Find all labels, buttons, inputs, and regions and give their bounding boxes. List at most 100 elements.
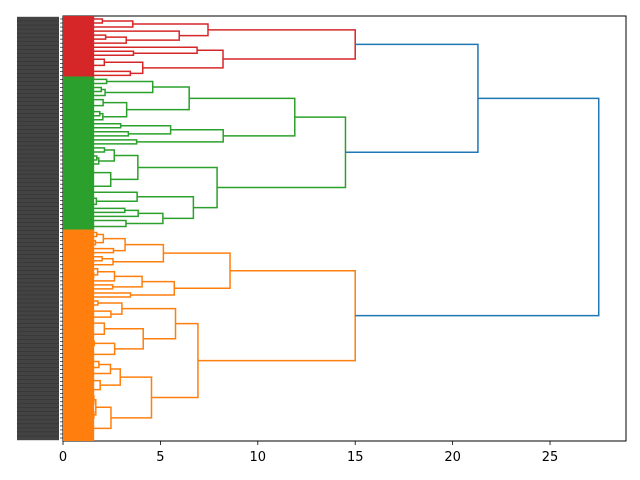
x-axis: 0 5 10 15 20 25 <box>59 441 558 465</box>
leaf-label <box>17 206 59 211</box>
leaf-label <box>17 363 59 368</box>
leaf-label <box>17 214 59 219</box>
leaf-label <box>17 427 59 433</box>
leaf-label <box>17 85 59 90</box>
link <box>121 307 177 340</box>
leaf-label <box>17 177 59 183</box>
link <box>63 155 98 161</box>
leaf-label <box>17 375 59 380</box>
link <box>63 50 135 57</box>
leaf-label <box>17 387 59 392</box>
link <box>92 322 106 336</box>
leaf-label <box>17 395 59 400</box>
link <box>125 212 164 225</box>
leaf-label <box>17 371 59 376</box>
link <box>136 129 224 143</box>
link <box>63 284 114 290</box>
leaf-label <box>17 129 59 135</box>
leaf-label <box>17 242 59 247</box>
link <box>63 348 88 355</box>
link <box>63 36 127 44</box>
leaf-label <box>17 222 59 227</box>
leaf-label <box>17 113 59 118</box>
link <box>137 196 195 220</box>
link <box>132 23 209 37</box>
link <box>151 322 199 399</box>
link <box>207 29 356 60</box>
link <box>63 131 130 137</box>
leaf-label <box>17 202 59 207</box>
link <box>63 350 91 359</box>
leaf-label <box>17 302 59 308</box>
link <box>63 320 94 326</box>
link <box>63 139 138 145</box>
leaf-label <box>17 93 59 98</box>
link <box>97 302 123 315</box>
leaf-label <box>17 343 59 348</box>
leaf-label <box>17 318 59 324</box>
leaf-label <box>17 77 59 82</box>
leaf-label <box>17 28 59 34</box>
leaf-label <box>17 254 59 259</box>
leaf-label <box>17 322 59 328</box>
link <box>163 252 231 290</box>
x-tick-label: 10 <box>250 450 267 465</box>
leaf-label <box>17 186 59 191</box>
leaf-label <box>17 270 59 276</box>
leaf-label <box>17 314 59 320</box>
leaf-label <box>17 36 59 42</box>
leaf-label <box>17 274 59 280</box>
link <box>63 255 103 262</box>
leaf-label <box>17 198 59 203</box>
leaf-label <box>17 335 59 340</box>
leaf-label <box>17 339 59 344</box>
leaf-label <box>17 165 59 171</box>
leaf-label <box>17 290 59 296</box>
leaf-label <box>17 190 59 195</box>
x-tick-label: 20 <box>444 450 461 465</box>
leaf-label <box>17 379 59 384</box>
link <box>63 292 132 298</box>
leaf-label <box>17 125 59 130</box>
leaf-label <box>17 403 59 408</box>
link <box>63 157 100 165</box>
leaf-label <box>17 411 59 417</box>
link <box>63 123 122 129</box>
leaf-label <box>17 419 59 425</box>
leaf-label <box>17 278 59 284</box>
link <box>63 78 108 85</box>
leaf-label <box>17 101 59 106</box>
leaf-label <box>17 347 59 352</box>
leaf-label <box>17 133 59 139</box>
leaf-label <box>17 161 59 167</box>
leaf-label <box>17 359 59 364</box>
leaf-label <box>17 61 59 66</box>
leaf-label <box>17 282 59 288</box>
link <box>130 280 175 296</box>
leaf-label <box>17 210 59 215</box>
leaf-label <box>17 81 59 86</box>
leaf-label <box>17 145 59 151</box>
link <box>63 112 104 121</box>
leaf-label <box>17 294 59 300</box>
leaf-label <box>17 331 59 336</box>
leaf-label <box>17 355 59 360</box>
leaf-label <box>17 57 59 62</box>
leaf-label <box>17 97 59 102</box>
leaf-label <box>17 435 59 441</box>
cluster-fill-green <box>63 76 95 232</box>
link <box>197 269 356 362</box>
link-red-green <box>345 43 479 154</box>
leaf-label <box>17 367 59 372</box>
leaf-label <box>17 181 59 187</box>
leaf-label <box>17 399 59 404</box>
leaf-label <box>17 383 59 388</box>
link <box>126 86 190 111</box>
link <box>63 219 127 228</box>
leaf-label <box>17 32 59 38</box>
x-tick-label: 0 <box>59 450 67 465</box>
leaf-label <box>17 246 59 251</box>
leaf-label <box>17 423 59 429</box>
leaf-label <box>17 230 59 235</box>
